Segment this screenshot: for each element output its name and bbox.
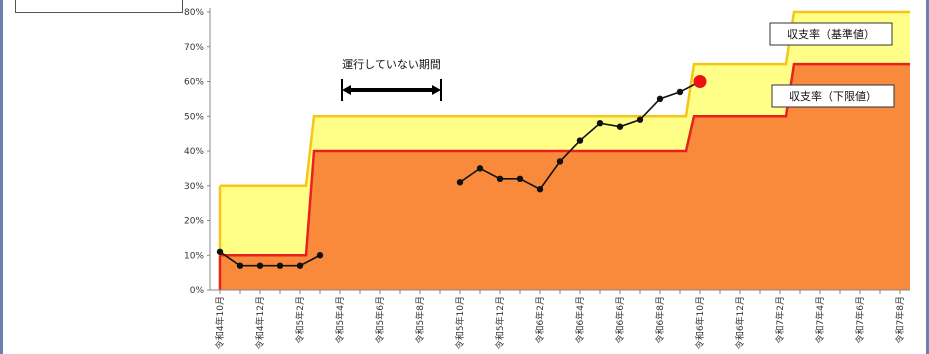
- x-tick-label: 令和5年10月: [454, 296, 466, 349]
- y-tick-label: 70%: [184, 43, 204, 53]
- x-tick-label: 令和5年4月: [334, 296, 346, 343]
- x-tick-label: 令和4年12月: [254, 296, 266, 349]
- data-point: [256, 262, 264, 269]
- x-tick-label: 令和6年12月: [734, 296, 746, 349]
- minimum-value-label-box: [771, 84, 895, 108]
- x-tick-label: 令和5年6月: [374, 296, 386, 343]
- x-tick-label: 令和6年10月: [694, 296, 706, 349]
- data-point: [536, 186, 544, 193]
- x-tick-label: 令和6年6月: [614, 296, 626, 343]
- standard-value-label: 収支率（基準値）: [787, 27, 875, 41]
- data-point: [276, 262, 284, 269]
- data-point: [556, 158, 564, 165]
- gap-label: 運行していない期間: [342, 58, 441, 71]
- x-tick-label: 令和4年10月: [214, 296, 226, 349]
- legend-box: [15, 0, 183, 13]
- x-tick-label: 令和5年8月: [414, 296, 426, 343]
- y-tick-label: 30%: [184, 182, 204, 192]
- x-tick-label: 令和6年8月: [654, 296, 666, 343]
- line-standard: [220, 10, 910, 187]
- line-minimum: [220, 62, 910, 257]
- data-point: [516, 175, 524, 182]
- data-point: [496, 175, 504, 182]
- data-point: [316, 252, 324, 259]
- x-tick-label: 令和5年12月: [494, 296, 506, 349]
- y-tick-label: 50%: [184, 112, 204, 122]
- gap-arrow-head-right: [432, 85, 441, 95]
- data-point: [596, 120, 604, 127]
- data-point: [636, 116, 644, 123]
- data-point: [456, 179, 464, 186]
- data-point: [616, 123, 624, 130]
- y-tick-label: 60%: [184, 78, 204, 88]
- y-tick-label: 40%: [184, 147, 204, 157]
- data-point: [476, 165, 484, 172]
- x-tick-label: 令和7年6月: [854, 296, 866, 343]
- data-point: [236, 262, 244, 269]
- minimum-value-label: 収支率（下限値）: [789, 89, 877, 103]
- y-tick-label: 20%: [184, 217, 204, 227]
- gap-arrow-head-left: [342, 85, 351, 95]
- standard-value-label-box: [769, 22, 893, 46]
- x-tick-label: 令和7年2月: [774, 296, 786, 343]
- data-point: [676, 88, 684, 96]
- y-tick-label: 10%: [184, 251, 204, 261]
- x-tick-label: 令和6年2月: [534, 296, 546, 343]
- data-point: [216, 248, 224, 255]
- area-minimum: [220, 64, 910, 290]
- data-point: [576, 137, 584, 144]
- x-tick-label: 令和7年8月: [894, 296, 906, 343]
- x-tick-label: 令和6年4月: [574, 296, 586, 343]
- x-tick-label: 令和5年2月: [294, 296, 306, 343]
- actual-line-segment: [219, 251, 321, 267]
- data-point: [656, 95, 664, 103]
- y-tick-label: 80%: [184, 8, 204, 18]
- latest-data-point: [693, 75, 707, 88]
- data-point: [296, 262, 304, 269]
- y-tick-label: 0%: [190, 286, 205, 296]
- x-tick-label: 令和7年4月: [814, 296, 826, 343]
